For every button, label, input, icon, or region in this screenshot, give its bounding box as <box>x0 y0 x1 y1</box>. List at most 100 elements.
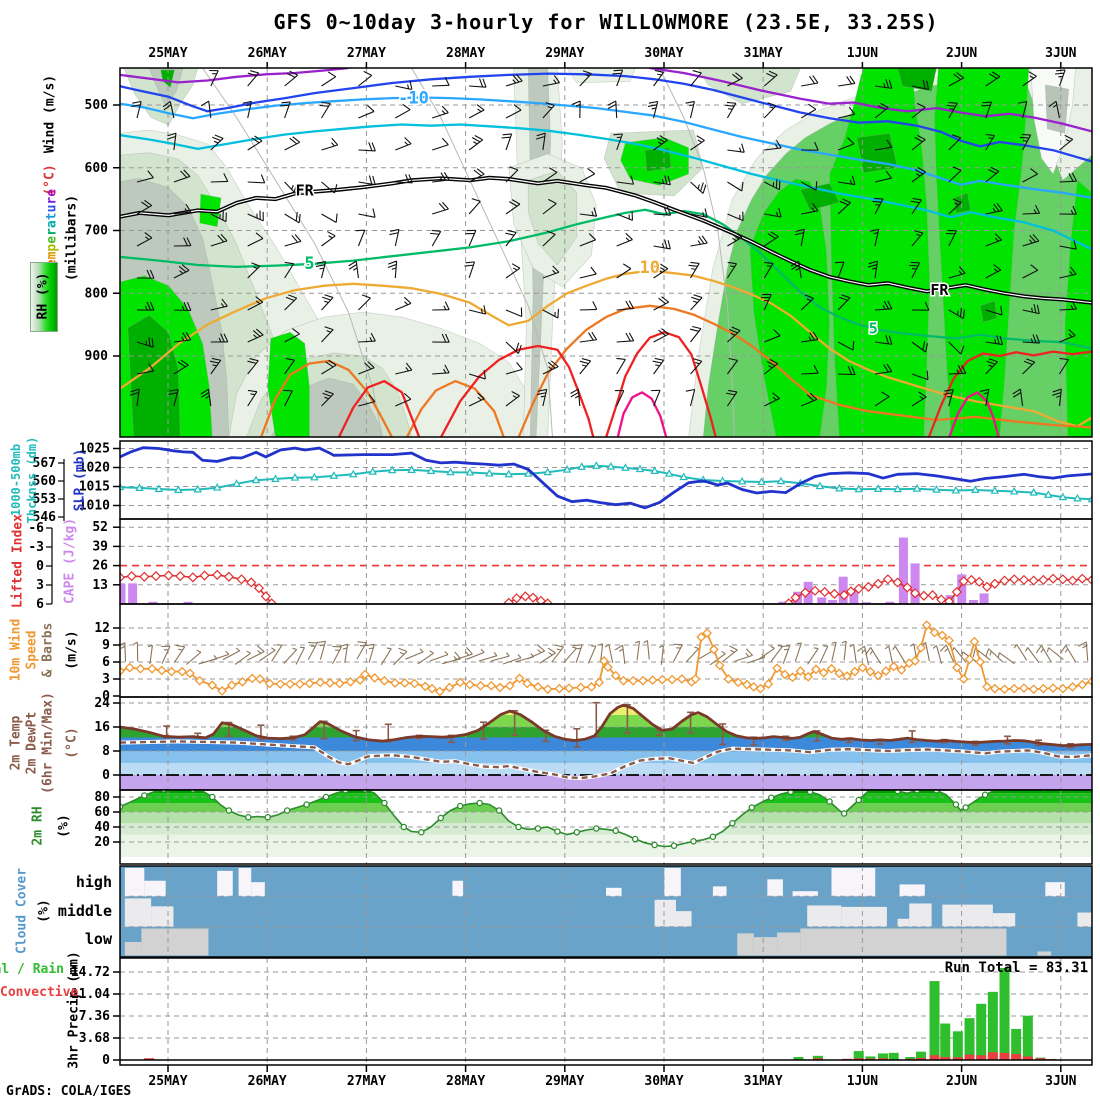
grads-credit: GrADS: COLA/IGES <box>6 1084 132 1099</box>
svg-text:567: 567 <box>33 456 56 471</box>
axis-label-rh-pct: RH (%) <box>35 272 51 320</box>
svg-text:80: 80 <box>94 790 110 805</box>
run-total-text: Run Total = 83.31 <box>944 960 1088 976</box>
temperature-letter: r <box>44 196 60 205</box>
svg-text:25MAY: 25MAY <box>148 1074 187 1089</box>
svg-text:26MAY: 26MAY <box>248 46 287 61</box>
svg-text:5: 5 <box>304 254 314 274</box>
rh-legend-gradient <box>30 262 58 332</box>
temperature-letter: t <box>44 212 60 221</box>
upper-air-wind-barbs <box>130 69 1078 407</box>
panel-wind10m <box>120 604 1092 697</box>
panel-precip <box>120 958 1092 1065</box>
svg-text:546: 546 <box>33 510 57 525</box>
svg-text:560: 560 <box>33 474 57 489</box>
axis-label-thickness-1: 1000-500mb <box>9 443 23 517</box>
axis-label-cape: CAPE (J/kg) <box>62 517 78 605</box>
svg-text:700: 700 <box>85 224 109 239</box>
svg-text:-10: -10 <box>398 89 429 109</box>
axis-label-2m-temp: 2m Temp <box>8 715 24 771</box>
temperature-letter: r <box>44 228 60 236</box>
svg-text:-6: -6 <box>28 521 44 536</box>
axis-label-wind-ms: Wind (m/s) <box>42 74 58 154</box>
svg-text:10: 10 <box>639 258 659 278</box>
temperature-letter: a <box>44 220 60 229</box>
svg-text:500: 500 <box>85 98 109 113</box>
panel-rh2m <box>120 790 1092 864</box>
axis-label-wind-unit: (m/s) <box>64 630 80 670</box>
svg-text:553: 553 <box>33 492 56 507</box>
temperature-letter: u <box>44 204 60 213</box>
svg-text:low: low <box>85 930 113 948</box>
svg-text:3JUN: 3JUN <box>1045 1074 1076 1089</box>
axis-label-slp: SLP (mb) <box>72 448 88 512</box>
svg-text:29MAY: 29MAY <box>545 46 584 61</box>
svg-text:6: 6 <box>102 655 110 670</box>
svg-text:27MAY: 27MAY <box>347 46 386 61</box>
svg-text:5: 5 <box>869 319 878 337</box>
svg-text:29MAY: 29MAY <box>545 1074 584 1089</box>
svg-text:6: 6 <box>36 597 44 612</box>
axis-label-temp-unit: (°C) <box>64 727 80 759</box>
axis-label-3hr-precip: 3hr Precip (mm) <box>66 951 82 1069</box>
svg-text:3JUN: 3JUN <box>1045 46 1076 61</box>
page-title: GFS 0~10day 3-hourly for WILLOWMORE (23.… <box>273 10 939 34</box>
precip-convective-label: Convective <box>0 985 79 1000</box>
svg-text:3: 3 <box>102 672 110 687</box>
svg-text:0: 0 <box>102 1053 110 1068</box>
svg-text:20: 20 <box>94 835 110 850</box>
svg-text:26MAY: 26MAY <box>248 1074 287 1089</box>
svg-text:39: 39 <box>92 539 108 554</box>
svg-text:31MAY: 31MAY <box>744 46 783 61</box>
svg-text:24: 24 <box>94 696 110 711</box>
svg-text:11.04: 11.04 <box>71 987 110 1002</box>
svg-text:40: 40 <box>94 820 110 835</box>
svg-text:30MAY: 30MAY <box>644 1074 683 1089</box>
svg-text:0: 0 <box>102 768 110 783</box>
svg-text:FR: FR <box>930 281 949 299</box>
svg-text:1JUN: 1JUN <box>847 46 878 61</box>
precip-total-rain-label: Total / Rain <box>0 962 64 977</box>
panel-cloud <box>120 866 1092 957</box>
panel-upper-air-frame: 500 600 700 800 900 25MAY 26MAY 27MAY 28MAY 29MAY… <box>85 46 1093 438</box>
svg-text:60: 60 <box>94 805 110 820</box>
svg-text:FR: FR <box>296 181 315 199</box>
svg-text:52: 52 <box>92 520 108 535</box>
svg-text:1010: 1010 <box>79 499 110 514</box>
svg-text:600: 600 <box>85 161 109 176</box>
panel-slp <box>120 441 1092 519</box>
svg-text:7.36: 7.36 <box>79 1009 110 1024</box>
svg-text:high: high <box>76 873 112 891</box>
svg-text:31MAY: 31MAY <box>744 1074 783 1089</box>
svg-text:2JUN: 2JUN <box>946 1074 977 1089</box>
axis-label-cloud-unit: (%) <box>36 899 52 923</box>
svg-text:28MAY: 28MAY <box>446 1074 485 1089</box>
axis-label-minmax: (6hr Min/Max) <box>40 692 56 794</box>
svg-text:900: 900 <box>85 349 109 364</box>
svg-text:1020: 1020 <box>79 461 110 476</box>
panel-temp2m <box>120 697 1092 790</box>
svg-text:30MAY: 30MAY <box>644 46 683 61</box>
svg-text:9: 9 <box>102 638 110 653</box>
svg-text:0: 0 <box>102 689 110 704</box>
svg-text:13: 13 <box>92 578 108 593</box>
panel-precip-frame: 0 3.68 7.36 11.04 14.72 25MAY 26MAY 27MAY 28MAY 2… <box>71 957 1093 1089</box>
axis-label-speed: Speed <box>24 630 40 670</box>
svg-text:middle: middle <box>58 902 112 920</box>
axis-label-lifted-index: Lifted Index <box>10 514 26 608</box>
axis-label-10m-wind: 10m Wind <box>8 618 24 682</box>
svg-text:800: 800 <box>85 286 109 301</box>
axis-label-cloud-cover: Cloud Cover <box>14 867 30 955</box>
temperature-letter: m <box>44 251 60 260</box>
panel-upper-air: -10 5 5 10 FR FR <box>120 68 1092 437</box>
axis-label-rh-unit: (%) <box>56 814 72 838</box>
svg-text:3: 3 <box>36 578 44 593</box>
svg-text:12: 12 <box>94 621 110 636</box>
svg-text:26: 26 <box>92 559 108 574</box>
temperature-letter: e <box>44 235 60 244</box>
svg-text:8: 8 <box>102 744 110 759</box>
axis-label-barbs: & Barbs <box>40 622 56 678</box>
svg-text:27MAY: 27MAY <box>347 1074 386 1089</box>
